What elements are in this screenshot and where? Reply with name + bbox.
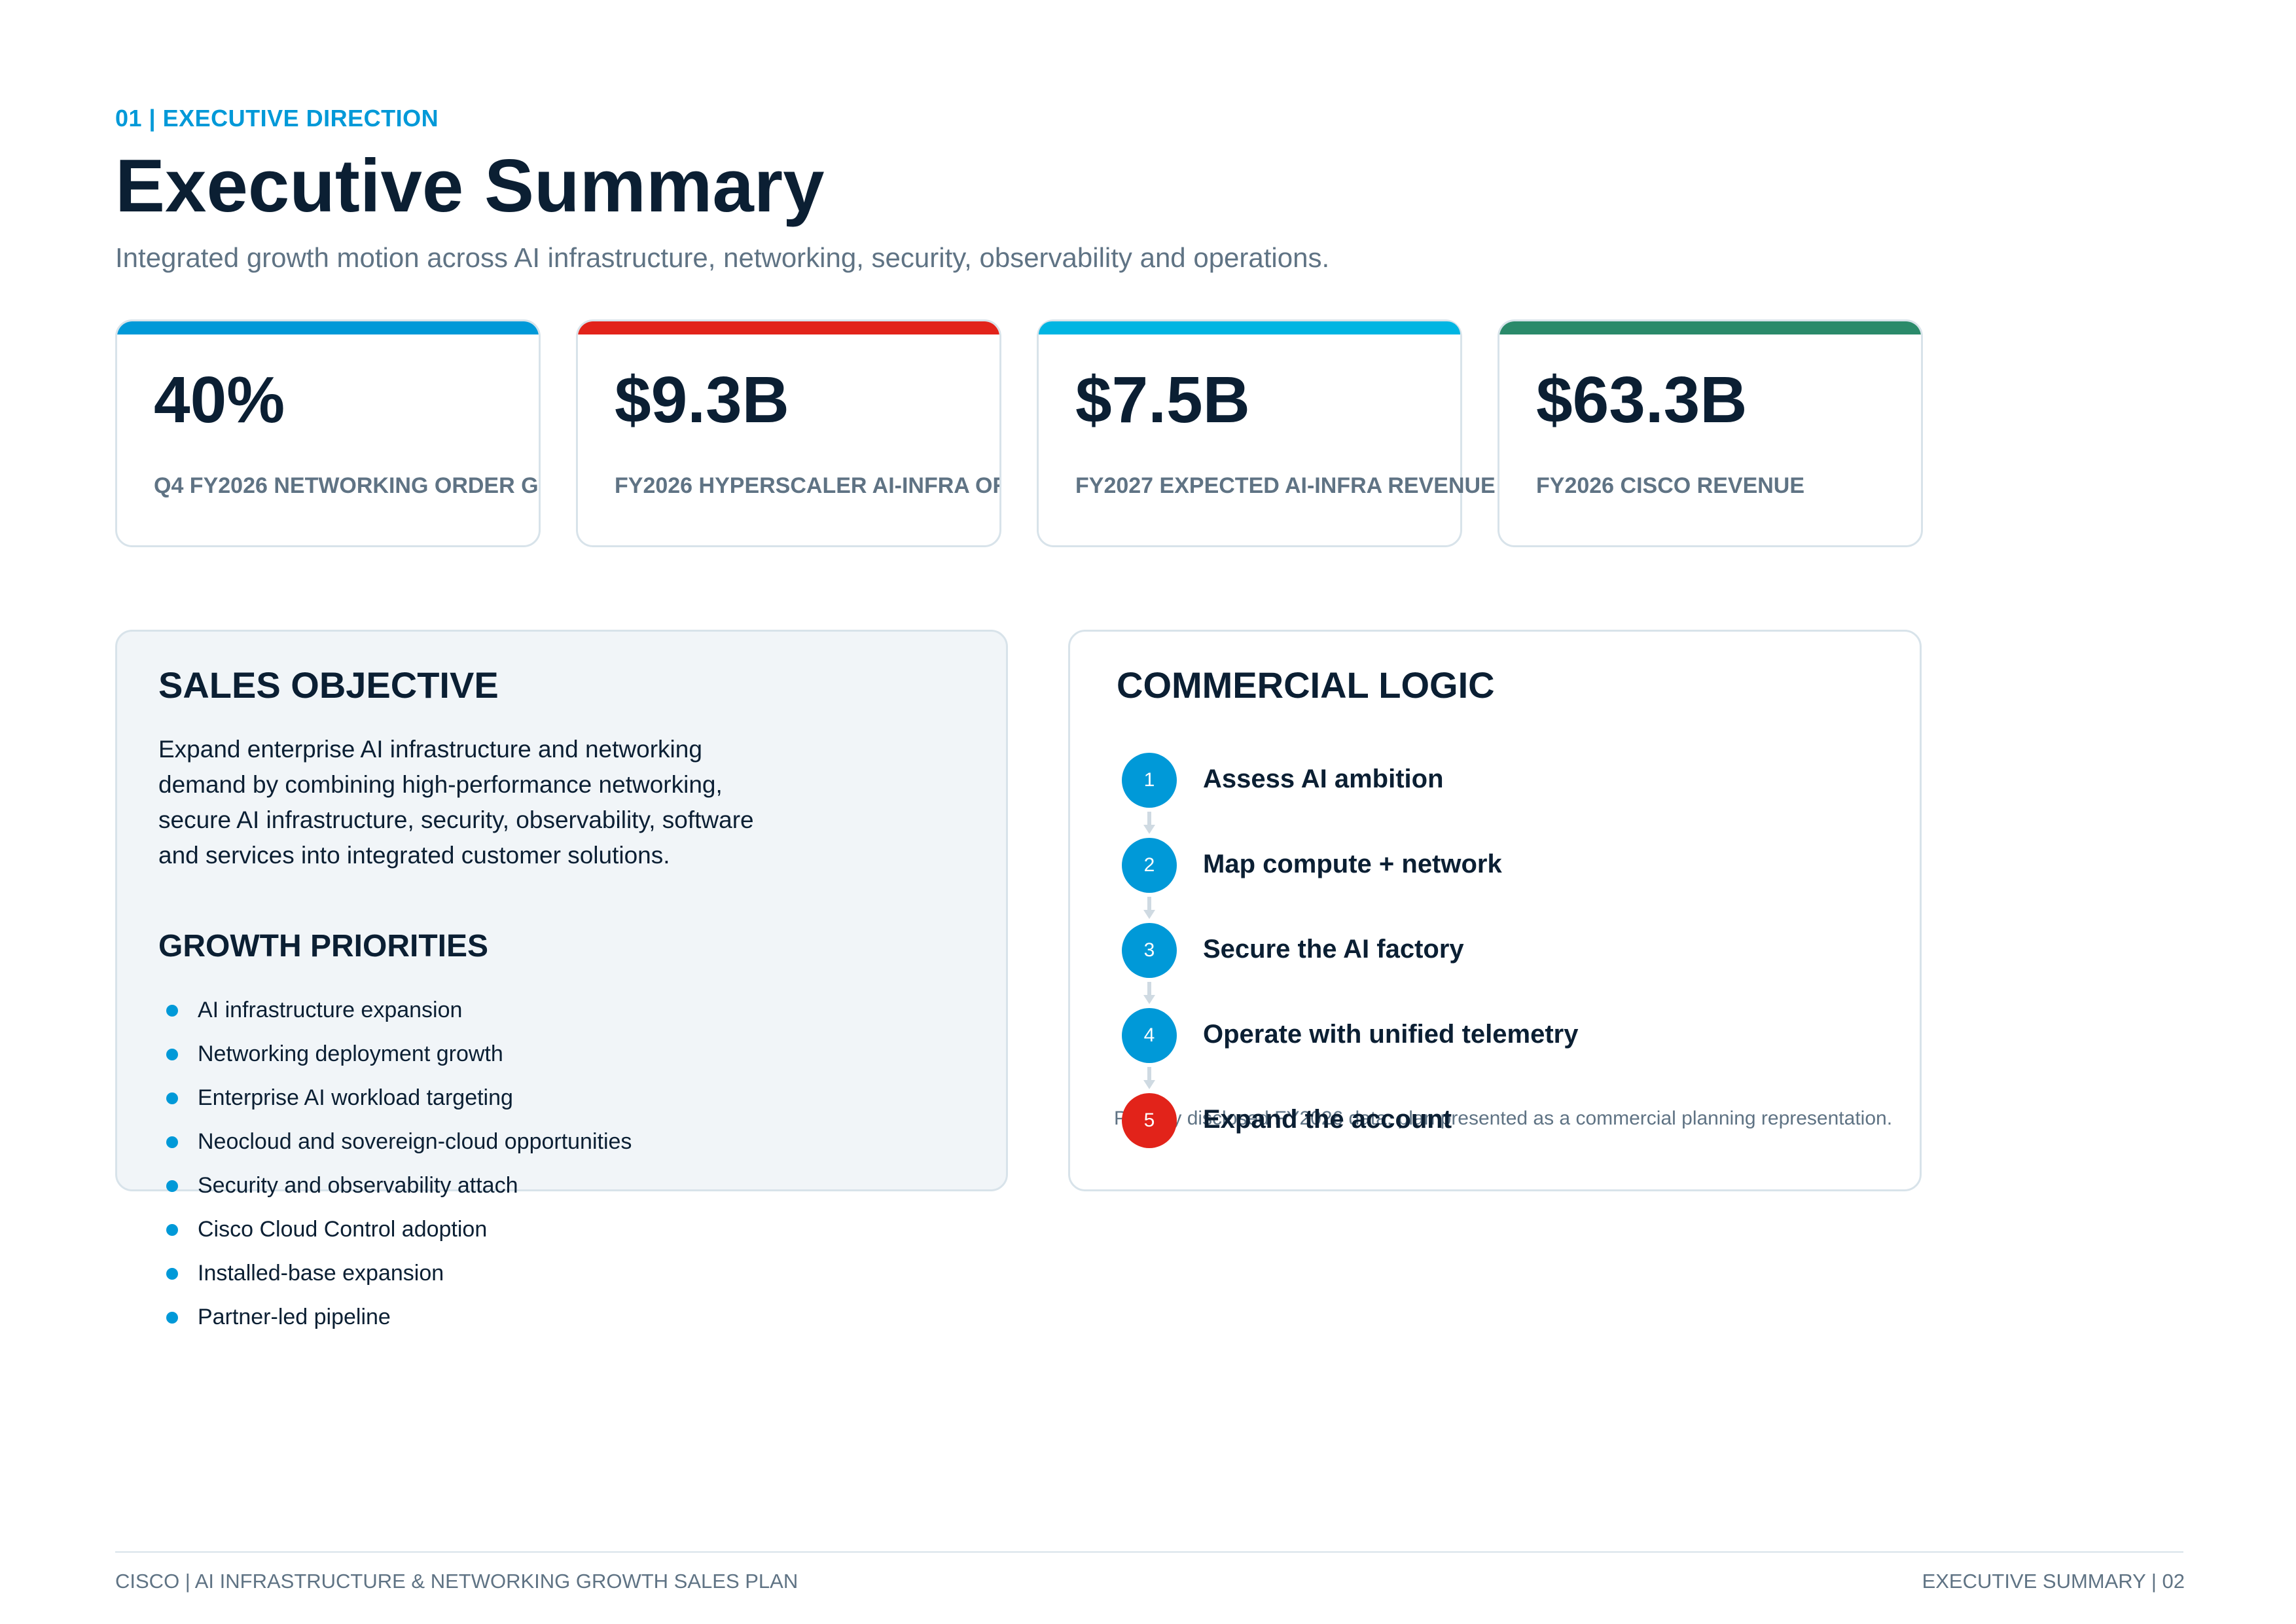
- sales-objective-panel: [115, 630, 1008, 1191]
- priority-item: Neocloud and sovereign-cloud opportuniti…: [164, 1125, 632, 1169]
- kpi-accent-bar: [1499, 321, 1921, 334]
- kpi-card-hyperscaler-orders: $9.3B FY2026 HYPERSCALER AI-INFRA ORDERS: [576, 319, 1001, 547]
- kpi-card-networking-growth: 40% Q4 FY2026 NETWORKING ORDER GROWTH: [115, 319, 541, 547]
- section-label: 01 | EXECUTIVE DIRECTION: [115, 105, 439, 132]
- kpi-card-cisco-revenue: $63.3B FY2026 CISCO REVENUE: [1498, 319, 1923, 547]
- step-number-badge: 5: [1122, 1093, 1177, 1148]
- kpi-label: FY2026 CISCO REVENUE: [1536, 473, 1805, 498]
- priority-item: Networking deployment growth: [164, 1038, 632, 1081]
- bullet-icon: [166, 1005, 178, 1017]
- priority-label: Installed-base expansion: [198, 1261, 444, 1286]
- bullet-icon: [166, 1136, 178, 1148]
- priority-label: Partner-led pipeline: [198, 1305, 391, 1329]
- commercial-logic-heading: COMMERCIAL LOGIC: [1117, 664, 1495, 706]
- kpi-card-expected-revenue: $7.5B FY2027 EXPECTED AI-INFRA REVENUE: [1037, 319, 1496, 547]
- bullet-icon: [166, 1224, 178, 1236]
- growth-priorities-list: AI infrastructure expansion Networking d…: [164, 994, 632, 1344]
- priority-label: Neocloud and sovereign-cloud opportuniti…: [198, 1129, 632, 1154]
- priority-item: Enterprise AI workload targeting: [164, 1081, 632, 1125]
- step-number-badge: 2: [1122, 838, 1177, 893]
- priority-label: AI infrastructure expansion: [198, 998, 463, 1022]
- kpi-accent-bar: [578, 321, 999, 334]
- kpi-label: FY2026 HYPERSCALER AI-INFRA ORDERS: [615, 473, 999, 498]
- priority-item: Security and observability attach: [164, 1169, 632, 1213]
- step-label: Map compute + network: [1203, 850, 1502, 878]
- kpi-value: $9.3B: [615, 363, 789, 437]
- step-number-badge: 1: [1122, 753, 1177, 808]
- priority-label: Enterprise AI workload targeting: [198, 1085, 513, 1110]
- priority-item: Partner-led pipeline: [164, 1301, 632, 1344]
- down-arrow-icon: [1143, 812, 1155, 834]
- step-number-badge: 4: [1122, 1008, 1177, 1063]
- bullet-icon: [166, 1312, 178, 1324]
- priority-label: Security and observability attach: [198, 1173, 518, 1198]
- kpi-accent-bar: [117, 321, 539, 334]
- step-number-badge: 3: [1122, 923, 1177, 978]
- priority-item: Cisco Cloud Control adoption: [164, 1213, 632, 1257]
- down-arrow-icon: [1143, 897, 1155, 919]
- footer-document-title: CISCO | AI INFRASTRUCTURE & NETWORKING G…: [115, 1570, 798, 1593]
- footer-divider: [115, 1551, 2183, 1553]
- priority-label: Networking deployment growth: [198, 1041, 503, 1066]
- step-label: Assess AI ambition: [1203, 765, 1444, 793]
- page-title: Executive Summary: [115, 145, 825, 228]
- bullet-icon: [166, 1092, 178, 1104]
- footer-page-number: EXECUTIVE SUMMARY | 02: [1922, 1570, 2185, 1593]
- kpi-value: $63.3B: [1536, 363, 1748, 437]
- kpi-accent-bar: [1039, 321, 1460, 334]
- kpi-label: FY2027 EXPECTED AI-INFRA REVENUE: [1075, 473, 1496, 498]
- down-arrow-icon: [1143, 1067, 1155, 1089]
- down-arrow-icon: [1143, 982, 1155, 1004]
- kpi-label: Q4 FY2026 NETWORKING ORDER GROWTH: [154, 473, 539, 498]
- page-subtitle: Integrated growth motion across AI infra…: [115, 242, 1330, 273]
- growth-priorities-heading: GROWTH PRIORITIES: [158, 929, 488, 964]
- bullet-icon: [166, 1268, 178, 1280]
- priority-item: Installed-base expansion: [164, 1257, 632, 1301]
- kpi-value: 40%: [154, 363, 285, 437]
- bullet-icon: [166, 1180, 178, 1192]
- step-label: Expand the account: [1203, 1105, 1452, 1134]
- commercial-logic-panel: [1068, 630, 1922, 1191]
- priority-item: AI infrastructure expansion: [164, 994, 632, 1038]
- kpi-value: $7.5B: [1075, 363, 1250, 437]
- source-footnote: Publicly disclosed FY2026 data; plan pre…: [1114, 1108, 1893, 1129]
- bullet-icon: [166, 1049, 178, 1060]
- sales-objective-heading: SALES OBJECTIVE: [158, 664, 499, 706]
- step-label: Operate with unified telemetry: [1203, 1020, 1579, 1049]
- step-label: Secure the AI factory: [1203, 935, 1464, 964]
- sales-objective-text: Expand enterprise AI infrastructure and …: [158, 736, 754, 869]
- priority-label: Cisco Cloud Control adoption: [198, 1217, 488, 1242]
